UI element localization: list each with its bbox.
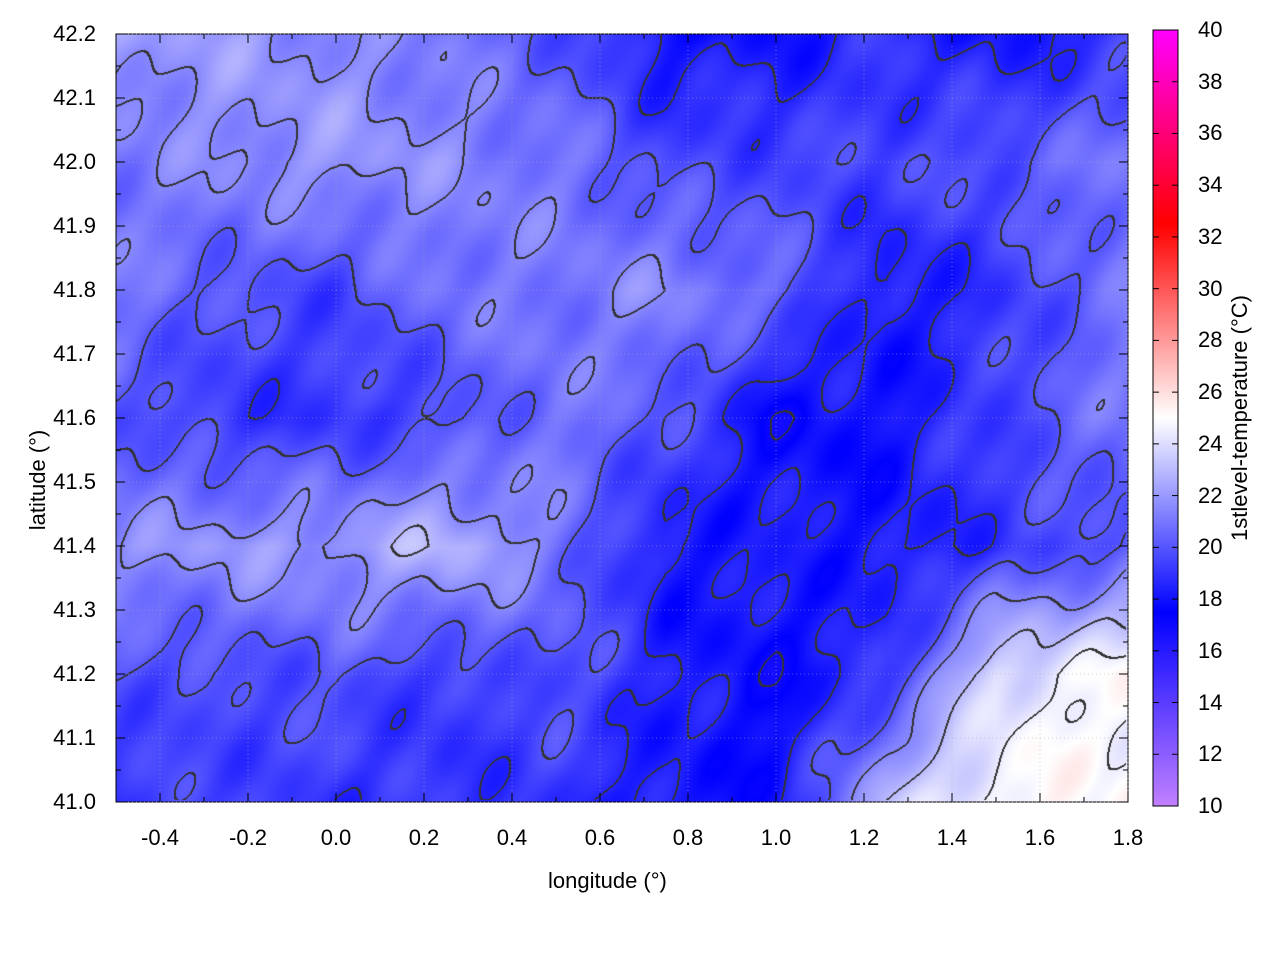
x-tick-label: 0.0 [320, 825, 352, 850]
x-axis-label: longitude (°) [548, 868, 667, 893]
y-tick-label: 41.7 [53, 341, 96, 366]
x-tick-label: 1.8 [1112, 825, 1144, 850]
y-tick-label: 42.1 [53, 85, 96, 110]
colorbar-tick-label: 26 [1198, 379, 1223, 405]
colorbar-tick-label: 18 [1198, 586, 1223, 612]
colorbar-tick-label: 30 [1198, 275, 1223, 301]
colorbar-tick-label: 36 [1198, 120, 1223, 146]
y-tick-label: 42.0 [53, 149, 96, 174]
y-tick-label: 41.2 [53, 661, 96, 686]
y-tick-label: 41.4 [53, 533, 96, 558]
colorbar-tick-label: 32 [1198, 223, 1223, 249]
y-tick-label: 41.6 [53, 405, 96, 430]
x-tick-label: 1.4 [936, 825, 968, 850]
x-tick-label: -0.2 [229, 825, 267, 850]
y-axis-label: latitude (°) [25, 429, 50, 531]
y-tick-label: 41.3 [53, 597, 96, 622]
colorbar-tick-label: 38 [1198, 68, 1223, 94]
y-tick-label: 42.2 [53, 21, 96, 46]
colorbar-label: 1stlevel-temperature (°C) [1227, 295, 1252, 541]
colorbar-tick-label: 22 [1198, 482, 1223, 508]
x-tick-label: 0.8 [672, 825, 704, 850]
x-tick-label: -0.4 [141, 825, 179, 850]
colorbar [1152, 29, 1179, 807]
x-tick-label: 0.2 [408, 825, 440, 850]
colorbar-tick-label: 14 [1198, 689, 1223, 715]
colorbar-tick-label: 20 [1198, 534, 1223, 560]
y-tick-label: 41.9 [53, 213, 96, 238]
x-tick-label: 1.2 [848, 825, 880, 850]
colorbar-tick-label: 24 [1198, 430, 1223, 456]
colorbar-tick-label: 40 [1198, 17, 1223, 42]
colorbar-tick-label: 28 [1198, 327, 1223, 353]
y-tick-label: 41.8 [53, 277, 96, 302]
x-tick-label: 1.6 [1024, 825, 1056, 850]
colorbar-tick-label: 10 [1198, 793, 1223, 818]
colorbar-tick-label: 12 [1198, 741, 1223, 767]
colorbar-tick-label: 34 [1198, 172, 1223, 198]
y-tick-label: 41.5 [53, 469, 96, 494]
x-tick-label: 0.6 [584, 825, 616, 850]
x-tick-label: 0.4 [496, 825, 528, 850]
y-tick-label: 41.0 [53, 789, 96, 814]
y-tick-label: 41.1 [53, 725, 96, 750]
colorbar-tick-label: 16 [1198, 637, 1223, 663]
x-tick-label: 1.0 [760, 825, 792, 850]
